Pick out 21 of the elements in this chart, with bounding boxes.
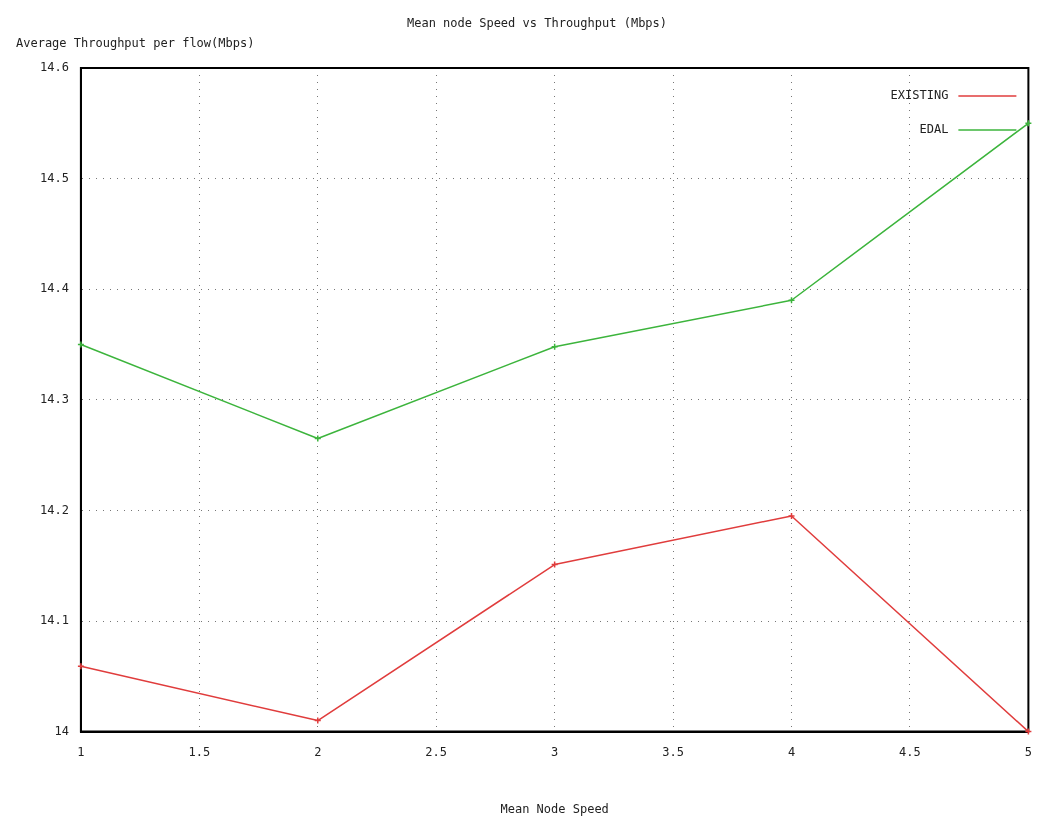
- x-tick-label: 2: [314, 744, 322, 759]
- y-axis-title: Average Throughput per flow(Mbps): [16, 36, 255, 51]
- chart-title: Mean node Speed vs Throughput (Mbps): [406, 16, 668, 31]
- legend-label: EXISTING: [890, 88, 949, 103]
- x-tick-label: 2.5: [425, 744, 448, 759]
- x-tick-label: 3: [551, 744, 559, 759]
- x-tick-label: 1.5: [188, 744, 211, 759]
- legend-label: EDAL: [919, 122, 949, 137]
- x-tick-label: 4.5: [899, 744, 921, 759]
- y-tick-label: 14.2: [39, 502, 69, 517]
- x-tick-label: 1: [77, 744, 85, 759]
- x-tick-label: 5: [1024, 744, 1032, 759]
- y-tick-label: 14.6: [39, 60, 69, 75]
- x-tick-label: 4: [787, 744, 796, 759]
- y-tick-label: 14.5: [39, 170, 69, 185]
- y-tick-label: 14.4: [39, 281, 69, 296]
- y-tick-label: 14: [54, 723, 69, 738]
- x-tick-label: 3.5: [662, 744, 684, 759]
- y-tick-label: 14.1: [39, 613, 69, 628]
- y-tick-label: 14.3: [39, 391, 69, 406]
- x-axis-title: Mean Node Speed: [500, 802, 609, 817]
